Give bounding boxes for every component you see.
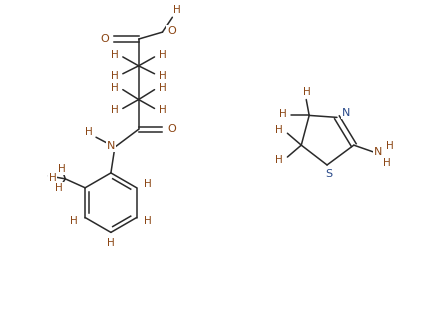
Text: H: H	[111, 83, 119, 93]
Text: H: H	[71, 216, 78, 227]
Text: H: H	[278, 110, 286, 119]
Text: H: H	[144, 216, 152, 227]
Text: H: H	[48, 173, 56, 183]
Text: H: H	[111, 50, 119, 60]
Text: H: H	[275, 155, 282, 165]
Text: H: H	[55, 183, 63, 193]
Text: H: H	[58, 164, 66, 174]
Text: H: H	[107, 238, 115, 248]
Text: H: H	[85, 127, 93, 137]
Text: H: H	[174, 5, 181, 15]
Text: H: H	[304, 86, 311, 97]
Text: H: H	[111, 105, 119, 115]
Text: H: H	[275, 125, 282, 135]
Text: H: H	[158, 83, 166, 93]
Text: O: O	[167, 26, 176, 36]
Text: N: N	[373, 147, 382, 157]
Text: H: H	[383, 158, 391, 168]
Text: O: O	[167, 124, 176, 134]
Text: N: N	[107, 141, 115, 151]
Text: H: H	[111, 71, 119, 81]
Text: O: O	[100, 34, 110, 44]
Text: H: H	[158, 71, 166, 81]
Text: H: H	[158, 105, 166, 115]
Text: H: H	[386, 141, 394, 151]
Text: S: S	[326, 169, 333, 179]
Text: N: N	[342, 109, 350, 118]
Text: H: H	[144, 179, 152, 189]
Text: H: H	[158, 50, 166, 60]
